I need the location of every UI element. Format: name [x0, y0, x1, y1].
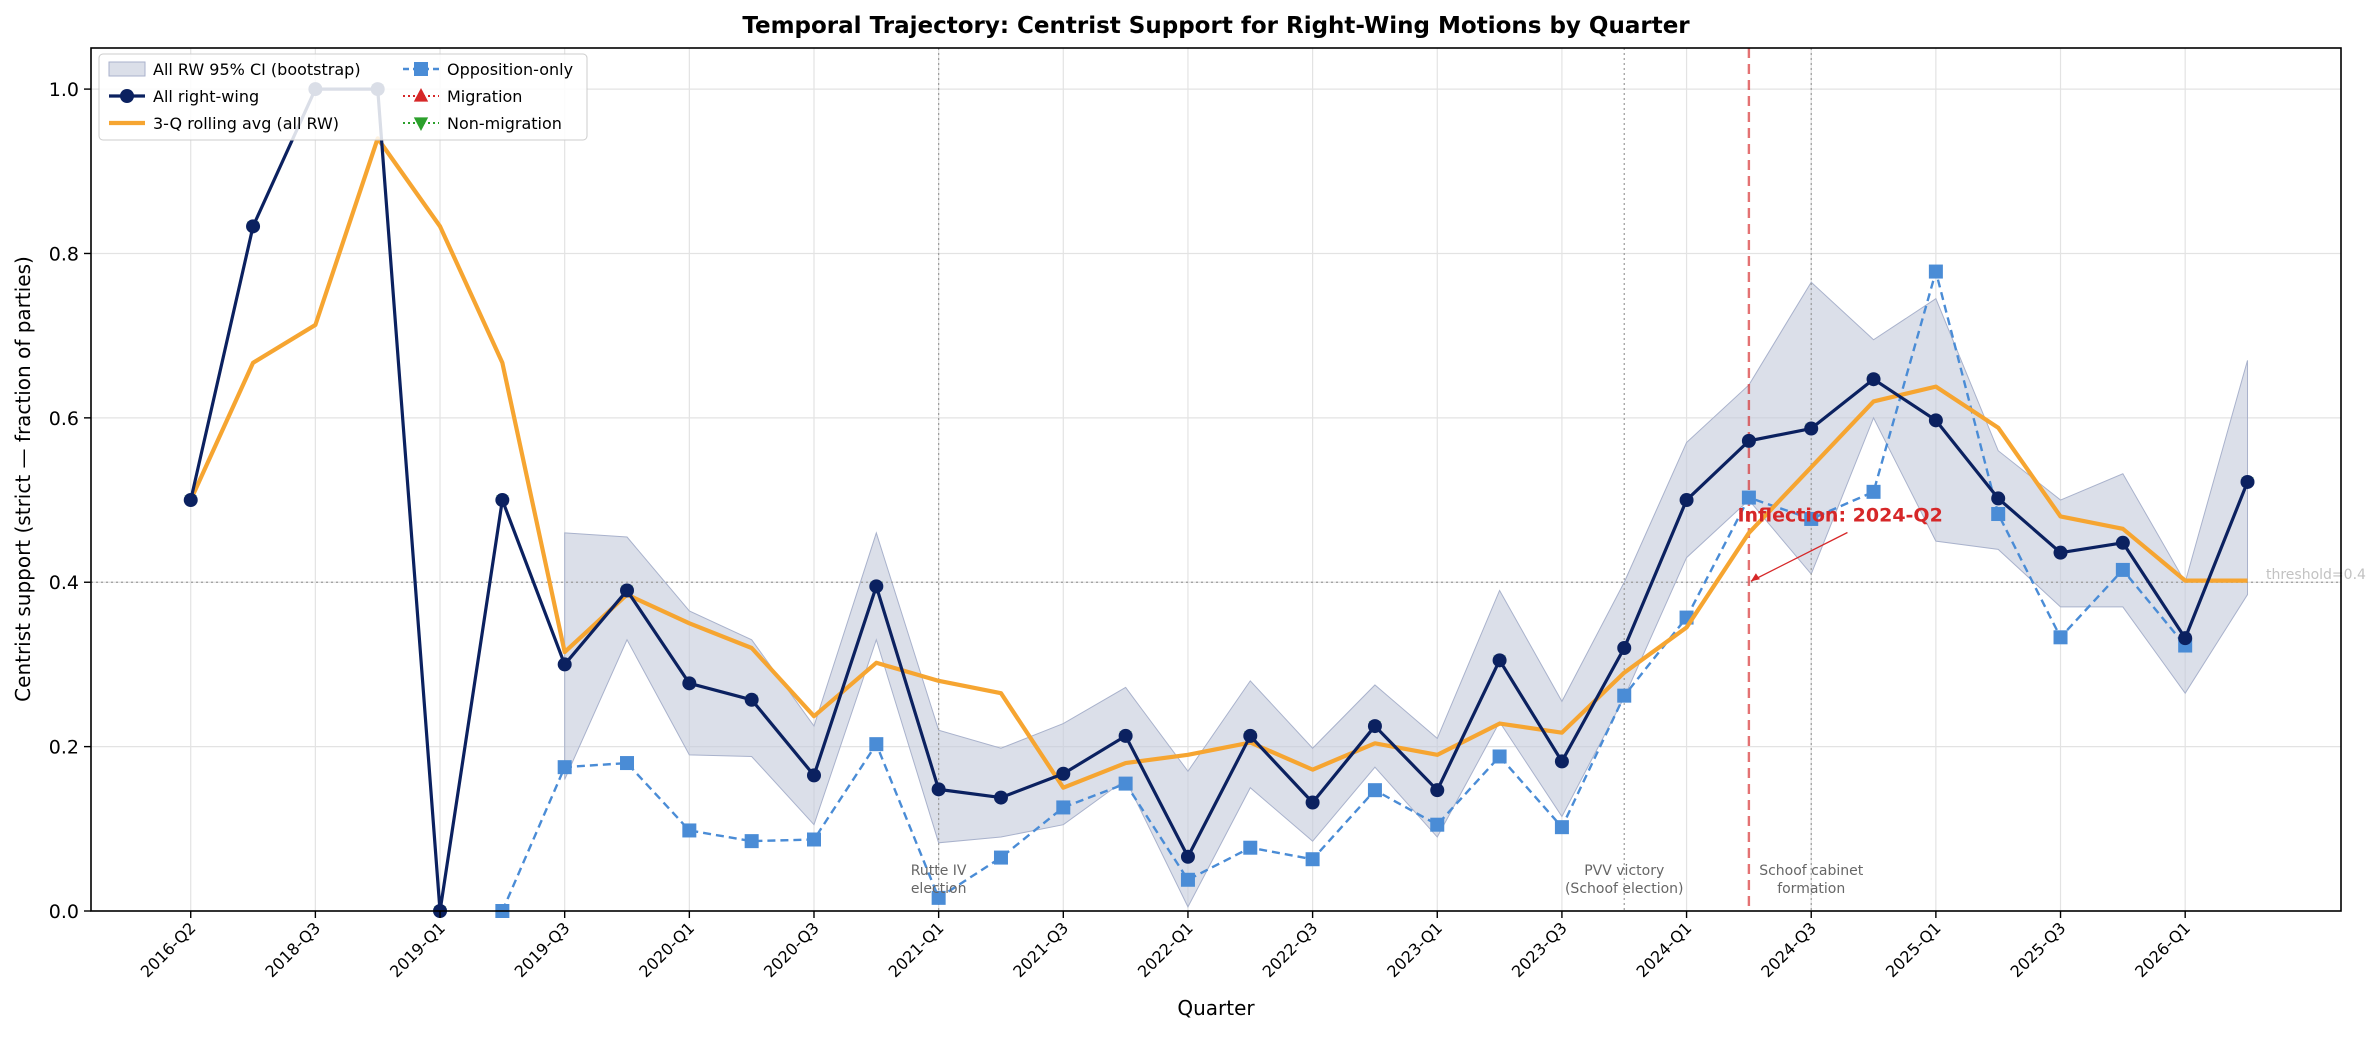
legend-swatch-ci-band — [108, 61, 146, 77]
opposition-only-marker — [1243, 840, 1258, 855]
all-right-wing-marker — [1679, 493, 1694, 508]
all-right-wing-marker — [806, 768, 821, 783]
ci-band — [564, 281, 2249, 908]
all-right-wing-marker — [183, 493, 198, 508]
legend-label: All right-wing — [153, 87, 259, 106]
opposition-only-marker — [1741, 490, 1756, 505]
all-right-wing-marker — [1866, 372, 1881, 387]
event-label: Schoof cabinet — [1759, 863, 1864, 879]
opposition-only-marker — [1928, 264, 1943, 279]
all-right-wing-marker — [1492, 653, 1507, 668]
all-right-wing-marker — [1741, 433, 1756, 448]
all-right-wing-marker — [1243, 728, 1258, 743]
opposition-only-marker — [1492, 749, 1507, 764]
opposition-only-marker — [1617, 688, 1632, 703]
opposition-only-marker — [993, 850, 1008, 865]
all-right-wing-marker — [1991, 491, 2006, 506]
all-right-wing-marker — [557, 657, 572, 672]
all-right-wing-marker — [931, 782, 946, 797]
all-right-wing-marker — [1554, 754, 1569, 769]
all-right-wing-marker — [246, 219, 261, 234]
opposition-only-marker — [1118, 776, 1133, 791]
opposition-only-marker — [1554, 820, 1569, 835]
opposition-only-marker — [620, 756, 635, 771]
all-right-wing-marker — [2053, 545, 2068, 560]
opposition-only-marker — [869, 737, 884, 752]
event-label: formation — [1777, 881, 1845, 897]
legend-label: Migration — [447, 87, 522, 106]
all-right-wing-marker — [1118, 728, 1133, 743]
legend: All RW 95% CI (bootstrap) All right-wing 3… — [98, 53, 588, 141]
threshold-label: threshold=0.4 — [2266, 567, 2366, 583]
all-right-wing-marker — [1367, 719, 1382, 734]
opposition-only-marker — [1180, 872, 1195, 887]
legend-box — [98, 53, 588, 141]
all-right-wing-marker — [1804, 421, 1819, 436]
legend-label: Non-migration — [447, 114, 562, 133]
all-right-wing-marker — [2178, 631, 2193, 646]
event-label: election — [911, 881, 967, 897]
ci-band-layer — [564, 281, 2249, 908]
y-tick-label: 0.8 — [49, 243, 79, 265]
y-axis-label: Centrist support (strict — fraction of p… — [11, 256, 35, 702]
inflection-arrow — [1750, 531, 1848, 582]
legend-label: All RW 95% CI (bootstrap) — [153, 60, 361, 79]
event-label: Rutte IV — [911, 863, 967, 879]
opposition-only-marker — [1056, 800, 1071, 815]
all-right-wing-marker — [1928, 413, 1943, 428]
opposition-only-marker — [806, 832, 821, 847]
opposition-only-marker — [931, 890, 946, 905]
all-right-wing-marker — [620, 583, 635, 598]
all-right-wing-marker — [869, 579, 884, 594]
plot-frame — [90, 47, 2342, 912]
legend-marker-migration — [413, 88, 429, 102]
y-tick-label: 1.0 — [49, 79, 79, 101]
y-tick-label: 0.4 — [49, 572, 79, 594]
opposition-only-marker — [744, 834, 759, 849]
inflection-label: Inflection: 2024-Q2 — [1737, 504, 1942, 526]
opposition-only-marker — [1804, 511, 1819, 526]
all-right-wing-marker — [1617, 640, 1632, 655]
opposition-only-marker — [1866, 484, 1881, 499]
all-right-wing-marker — [2115, 535, 2130, 550]
x-axis-label: Quarter — [1177, 996, 1255, 1020]
opposition-only-marker — [1305, 852, 1320, 867]
series-layer — [183, 82, 2255, 918]
all-right-wing-marker — [1305, 795, 1320, 810]
rolling-avg-line — [188, 136, 2248, 790]
opposition-only-marker — [682, 823, 697, 838]
legend-label: Opposition-only — [447, 60, 573, 79]
all-right-wing-marker — [2240, 474, 2255, 489]
event-label: PVV victory — [1584, 863, 1664, 879]
opposition-only-marker — [1367, 783, 1382, 798]
opposition-only-marker — [1991, 507, 2006, 522]
inflection-arrowhead — [1750, 573, 1760, 582]
legend-marker-opposition-only — [414, 62, 428, 76]
annotation-layer: Rutte IV election PVV victory (Schoof elect… — [911, 504, 1943, 897]
opposition-only-line — [501, 266, 2187, 912]
chart-title: Temporal Trajectory: Centrist Support fo… — [742, 13, 1690, 39]
y-tick-label: 0.2 — [49, 737, 79, 759]
y-tick-label: 0.6 — [49, 408, 79, 430]
all-right-wing-marker — [495, 493, 510, 508]
y-tick-label: 0.0 — [49, 901, 79, 923]
opposition-only-marker — [1430, 817, 1445, 832]
all-right-wing-line — [189, 87, 2249, 913]
all-right-wing-marker — [993, 790, 1008, 805]
event-label: (Schoof election) — [1565, 881, 1684, 897]
legend-marker-all-right-wing — [120, 89, 134, 103]
all-right-wing-marker — [1430, 783, 1445, 798]
all-right-wing-marker — [1056, 766, 1071, 781]
legend-marker-non-migration — [413, 117, 429, 131]
all-right-wing-marker — [1180, 849, 1195, 864]
opposition-only-marker — [2115, 562, 2130, 577]
all-right-wing-marker — [682, 676, 697, 691]
opposition-only-marker — [2053, 630, 2068, 645]
opposition-only-marker — [557, 760, 572, 775]
legend-label: 3-Q rolling avg (all RW) — [153, 114, 339, 133]
all-right-wing-marker — [744, 692, 759, 707]
